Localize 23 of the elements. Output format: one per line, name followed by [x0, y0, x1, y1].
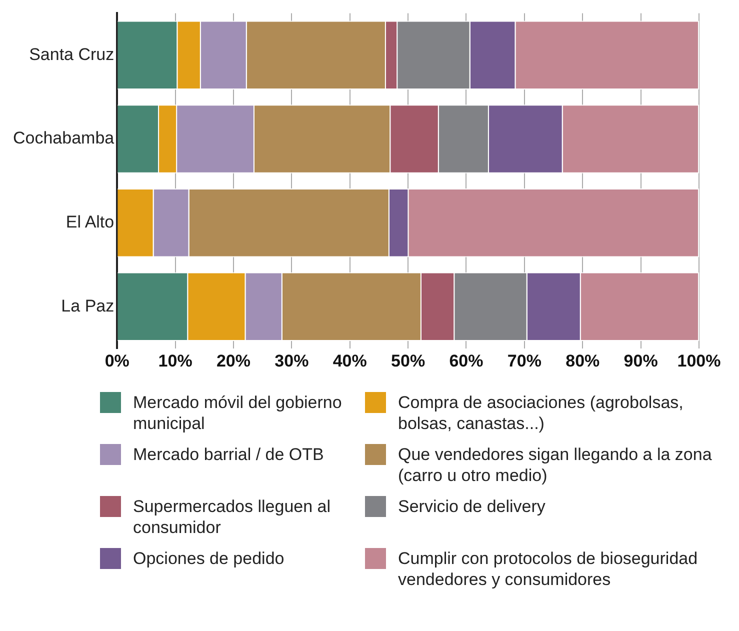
x-tick-label: 70% — [507, 351, 542, 370]
legend-label: Cumplir con protocolos de bioseguridad vendedores y consumidores — [398, 548, 699, 590]
x-tick-label: 0% — [104, 351, 130, 370]
x-tick-label: 80% — [566, 351, 600, 370]
legend-label: Opciones de pedido — [133, 548, 284, 569]
x-tick-label: 30% — [274, 351, 309, 370]
x-tick-label: 100% — [677, 351, 721, 370]
y-tick-label: La Paz — [61, 296, 114, 316]
y-tick-label: El Alto — [66, 212, 114, 232]
legend-label: Servicio de delivery — [398, 496, 546, 517]
x-tick-label: 90% — [624, 351, 658, 370]
legend-label: Supermercados lleguen al consumidor — [133, 496, 332, 538]
legend-label: Que vendedores sigan llegando a la zona (carro u otro medio) — [398, 444, 713, 486]
legend-label: Mercado barrial / de OTB — [133, 444, 324, 465]
y-tick-label: Cochabamba — [12, 128, 115, 148]
legend-label: Mercado móvil del gobierno municipal — [133, 392, 343, 434]
x-tick-label: 60% — [449, 351, 484, 370]
legend-label: Compra de asociaciones (agrobolsas, bolsas, canastas...) — [398, 392, 684, 434]
x-tick-label: 20% — [216, 351, 251, 370]
y-tick-label: Santa Cruz — [29, 44, 114, 64]
x-tick-label: 50% — [391, 351, 426, 370]
x-tick-label: 10% — [158, 351, 192, 370]
x-tick-label: 40% — [332, 351, 367, 370]
